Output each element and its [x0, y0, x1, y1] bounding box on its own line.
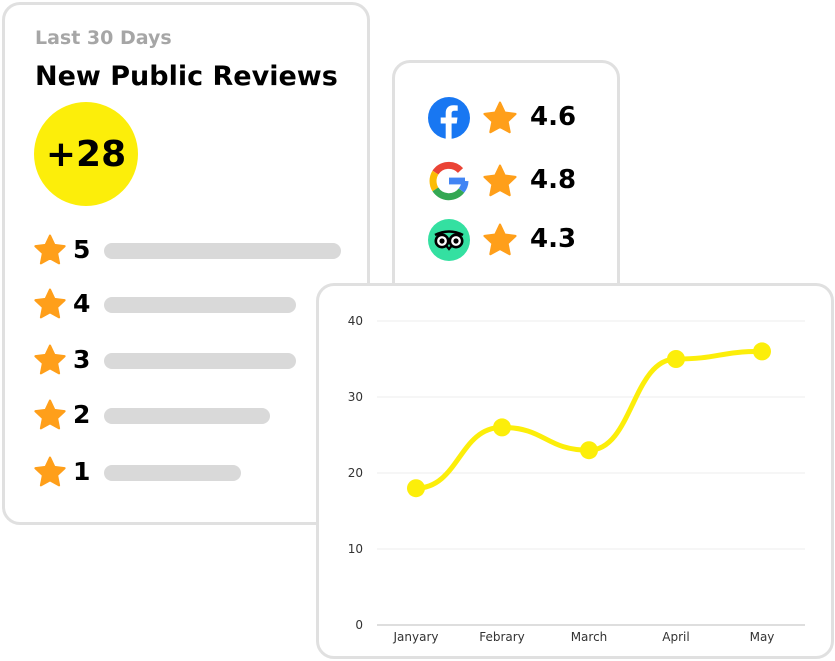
- y-tick-label: 30: [348, 390, 363, 404]
- star-icon: [483, 101, 517, 134]
- platform-score: 4.3: [530, 224, 577, 254]
- rating-row-4: 4: [33, 287, 363, 323]
- facebook-icon: [428, 97, 470, 139]
- rating-value: 4: [73, 289, 91, 318]
- rating-row-2: 2: [33, 398, 363, 434]
- rating-value: 3: [73, 345, 91, 374]
- platform-score: 4.6: [530, 102, 577, 132]
- data-point: [493, 418, 511, 437]
- rating-row-3: 3: [33, 343, 363, 379]
- line-chart: 0 10 20 30 40 Janyary Febrary March April May: [348, 314, 805, 644]
- star-icon: [34, 456, 66, 487]
- data-point: [407, 479, 425, 498]
- y-tick-label: 0: [355, 618, 363, 632]
- reviews-summary-card: Last 30 Days New Public Reviews +28 5 4 …: [2, 2, 370, 525]
- tripadvisor-icon: [428, 219, 470, 261]
- platform-ratings-card: 4.6 4.8 4.3: [392, 60, 620, 320]
- x-tick-label: March: [571, 630, 608, 644]
- card-title: New Public Reviews: [35, 61, 338, 92]
- rating-value: 2: [73, 400, 91, 429]
- new-reviews-count-badge: +28: [34, 102, 138, 206]
- rating-row-1: 1: [33, 455, 363, 491]
- x-tick-label: May: [750, 630, 775, 644]
- rating-value: 1: [73, 457, 91, 486]
- y-tick-label: 10: [348, 542, 363, 556]
- star-icon: [34, 399, 66, 430]
- rating-bar: [104, 297, 296, 313]
- reviews-trend-chart-card: 0 10 20 30 40 Janyary Febrary March April May: [316, 283, 834, 659]
- x-tick-label: Janyary: [393, 630, 439, 644]
- star-icon: [34, 344, 66, 375]
- rating-row-5: 5: [33, 233, 363, 269]
- y-tick-label: 20: [348, 466, 363, 480]
- x-tick-label: April: [662, 630, 689, 644]
- rating-value: 5: [73, 235, 91, 264]
- series-line: [413, 348, 765, 491]
- data-point: [753, 342, 771, 361]
- x-tick-label: Febrary: [479, 630, 525, 644]
- platform-row-tripadvisor: 4.3: [427, 218, 617, 264]
- rating-bar: [104, 408, 270, 424]
- platform-score: 4.8: [530, 165, 577, 195]
- star-icon: [34, 288, 66, 319]
- star-icon: [483, 223, 517, 256]
- google-icon: [429, 161, 469, 201]
- star-icon: [34, 234, 66, 265]
- data-point: [580, 441, 598, 460]
- data-point: [667, 350, 685, 368]
- platform-row-google: 4.8: [427, 159, 617, 205]
- rating-bar: [104, 353, 296, 369]
- platform-row-facebook: 4.6: [427, 96, 617, 142]
- star-icon: [483, 164, 517, 197]
- period-label: Last 30 Days: [35, 27, 172, 49]
- y-tick-label: 40: [348, 314, 363, 328]
- rating-bar: [104, 243, 341, 259]
- rating-bar: [104, 465, 241, 481]
